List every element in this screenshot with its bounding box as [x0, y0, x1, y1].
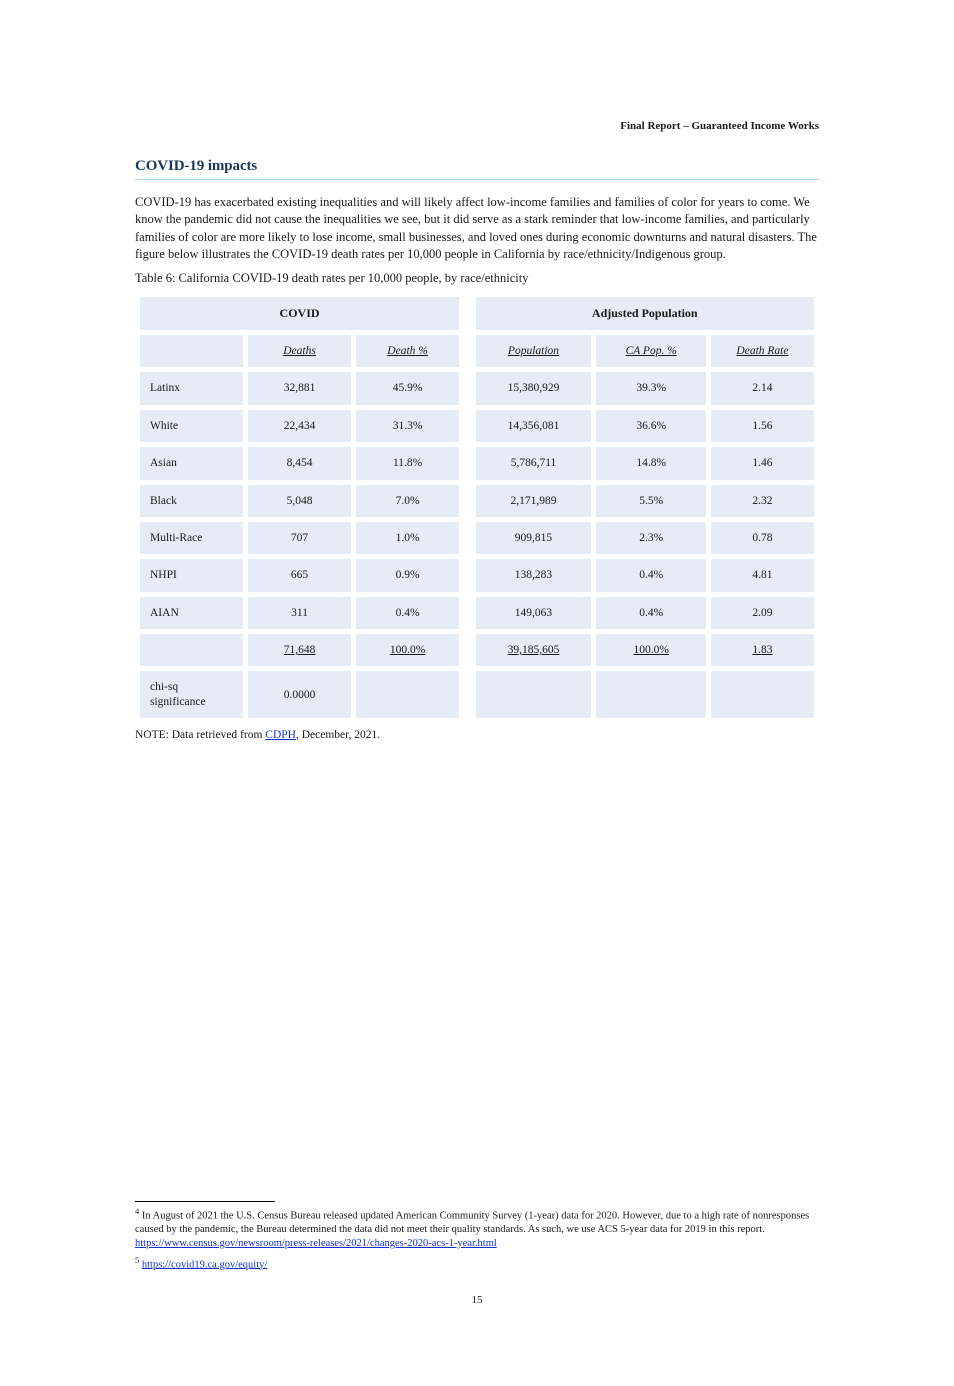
row-cell: 100.0%	[356, 634, 459, 666]
row-cell: 1.0%	[356, 522, 459, 554]
row-cell: 2.3%	[596, 522, 705, 554]
row-cell: 45.9%	[356, 372, 459, 404]
page-number: 15	[135, 1294, 819, 1306]
table-row: 71,648100.0%39,185,605100.0%1.83	[140, 634, 814, 666]
running-header: Final Report – Guaranteed Income Works	[135, 120, 819, 132]
row-cell: 149,063	[476, 597, 592, 629]
row-label: Asian	[140, 447, 243, 479]
footnote-link[interactable]: https://covid19.ca.gov/equity/	[142, 1259, 267, 1270]
row-cell: 5,048	[248, 485, 351, 517]
row-cell: 5.5%	[596, 485, 705, 517]
table-row: Asian8,45411.8% 5,786,71114.8%1.46	[140, 447, 814, 479]
row-cell: 2.09	[711, 597, 814, 629]
table-row: Black5,0487.0% 2,171,9895.5%2.32	[140, 485, 814, 517]
row-label: Multi-Race	[140, 522, 243, 554]
row-cell: 909,815	[476, 522, 592, 554]
row-cell: 0.9%	[356, 559, 459, 591]
row-cell: 4.81	[711, 559, 814, 591]
row-cell: 71,648	[248, 634, 351, 666]
row-cell: 1.46	[711, 447, 814, 479]
row-cell: 14,356,081	[476, 410, 592, 442]
covid-death-rate-table: COVID Adjusted Population Deaths Death %…	[135, 292, 819, 723]
row-cell: 0.4%	[596, 559, 705, 591]
intro-paragraph: COVID-19 has exacerbated existing inequa…	[135, 194, 819, 263]
row-label: NHPI	[140, 559, 243, 591]
section-rule	[135, 179, 819, 180]
row-cell: 1.56	[711, 410, 814, 442]
th-capop: CA Pop. %	[596, 335, 705, 367]
table-row: NHPI6650.9% 138,2830.4%4.81	[140, 559, 814, 591]
row-cell: 11.8%	[356, 447, 459, 479]
row-cell: 36.6%	[596, 410, 705, 442]
row-label: AIAN	[140, 597, 243, 629]
row-label: chi-sq significance	[140, 671, 243, 718]
row-cell: 39,185,605	[476, 634, 592, 666]
row-cell: 32,881	[248, 372, 351, 404]
footnote-rule	[135, 1201, 275, 1202]
table-row: AIAN3110.4%149,0630.4%2.09	[140, 597, 814, 629]
row-cell	[356, 671, 459, 718]
table-note-link[interactable]: CDPH	[265, 729, 296, 741]
row-label	[140, 634, 243, 666]
th-covid: COVID	[140, 297, 459, 330]
row-label: Black	[140, 485, 243, 517]
row-cell: 100.0%	[596, 634, 705, 666]
footnote-link[interactable]: https://www.census.gov/newsroom/press-re…	[135, 1238, 497, 1249]
page-container: Final Report – Guaranteed Income Works C…	[0, 0, 954, 1386]
row-cell	[476, 671, 592, 718]
table-note: NOTE: Data retrieved from CDPH, December…	[135, 729, 819, 741]
table-row: White22,43431.3% 14,356,08136.6%1.56	[140, 410, 814, 442]
row-cell: 8,454	[248, 447, 351, 479]
table-row: chi-sq significance0.0000	[140, 671, 814, 718]
row-cell: 14.8%	[596, 447, 705, 479]
table-caption: Table 6: California COVID-19 death rates…	[135, 271, 819, 286]
row-cell: 31.3%	[356, 410, 459, 442]
row-cell: 138,283	[476, 559, 592, 591]
row-cell: 707	[248, 522, 351, 554]
row-cell	[596, 671, 705, 718]
row-cell: 0.78	[711, 522, 814, 554]
row-label: White	[140, 410, 243, 442]
row-cell: 7.0%	[356, 485, 459, 517]
th-deathrate: Death Rate	[711, 335, 814, 367]
row-cell: 2.14	[711, 372, 814, 404]
row-cell: 5,786,711	[476, 447, 592, 479]
row-cell: 22,434	[248, 410, 351, 442]
footer-area: 4 In August of 2021 the U.S. Census Bure…	[135, 1201, 819, 1306]
row-cell	[711, 671, 814, 718]
th-pop: Adjusted Population	[476, 297, 814, 330]
table-row: Latinx32,88145.9% 15,380,92939.3%2.14	[140, 372, 814, 404]
table-row: Multi-Race7071.0% 909,8152.3%0.78	[140, 522, 814, 554]
footnote: 4 In August of 2021 the U.S. Census Bure…	[135, 1206, 819, 1250]
row-cell: 0.4%	[596, 597, 705, 629]
row-cell: 2.32	[711, 485, 814, 517]
section-title-covid: COVID-19 impacts	[135, 158, 819, 175]
row-cell: 0.0000	[248, 671, 351, 718]
row-label: Latinx	[140, 372, 243, 404]
th-death-pct: Death %	[356, 335, 459, 367]
row-cell: 15,380,929	[476, 372, 592, 404]
row-cell: 39.3%	[596, 372, 705, 404]
row-cell: 665	[248, 559, 351, 591]
footnote: 5 https://covid19.ca.gov/equity/	[135, 1255, 819, 1272]
th-population: Population	[476, 335, 592, 367]
th-deaths: Deaths	[248, 335, 351, 367]
row-cell: 0.4%	[356, 597, 459, 629]
row-cell: 2,171,989	[476, 485, 592, 517]
row-cell: 1.83	[711, 634, 814, 666]
row-cell: 311	[248, 597, 351, 629]
